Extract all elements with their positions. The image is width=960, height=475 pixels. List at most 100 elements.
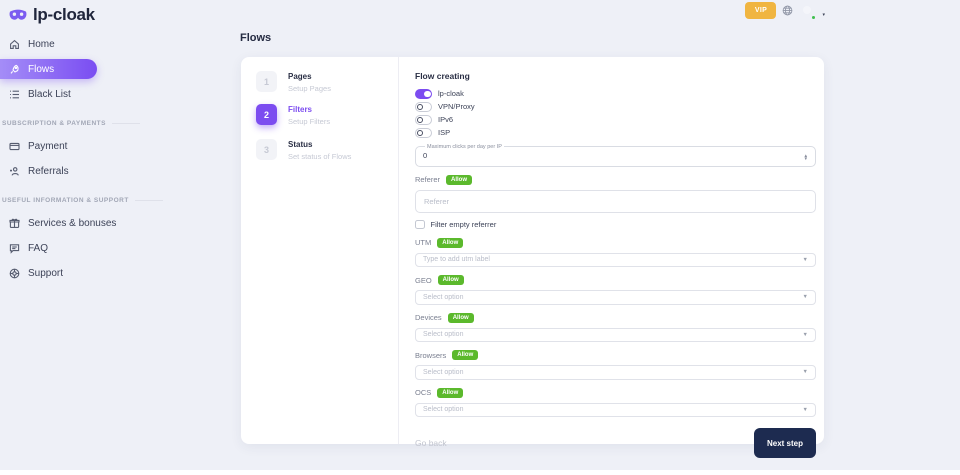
step-number: 1 <box>256 71 277 92</box>
page-title: Flows <box>240 32 272 44</box>
max-clicks-field[interactable]: Maximum clicks per day per IP ▲▼ <box>415 143 816 167</box>
vip-button[interactable]: VIP <box>745 2 777 19</box>
sidebar-nav: Home Flows Black List SUBSCRIPTION & PAY… <box>0 34 232 288</box>
sidebar-item-label: Home <box>28 38 55 50</box>
list-icon <box>8 88 20 100</box>
ocs-select[interactable]: Select option ▼ <box>415 402 816 417</box>
devices-label: Devices <box>415 313 442 322</box>
header-controls: VIP ▾ <box>745 2 825 20</box>
toggle-lp-cloak[interactable]: lp-cloak <box>415 89 816 99</box>
bottom-strip <box>0 470 960 475</box>
step-number: 3 <box>256 139 277 160</box>
sidebar-item-black-list[interactable]: Black List <box>0 84 232 104</box>
step-title: Status <box>288 140 313 149</box>
step-status[interactable]: 3 Status Set status of Flows <box>256 139 351 161</box>
chevron-down-icon: ▾ <box>822 12 825 18</box>
sidebar-item-services-bonuses[interactable]: Services & bonuses <box>0 213 232 233</box>
sidebar-item-faq[interactable]: FAQ <box>0 238 232 258</box>
sidebar-item-payment[interactable]: Payment <box>0 136 232 156</box>
sidebar-item-label: Support <box>28 267 64 279</box>
step-title: Filters <box>288 105 313 114</box>
referer-allow-badge[interactable]: Allow <box>446 174 473 185</box>
toggle-isp[interactable]: ISP <box>415 128 816 138</box>
sidebar: lp-cloak Home Flows Black List <box>0 0 232 470</box>
select-placeholder: Select option <box>423 368 464 376</box>
sidebar-item-support[interactable]: Support <box>0 263 232 283</box>
devices-label-row: Devices Allow <box>415 312 816 323</box>
number-spinner-icon[interactable]: ▲ ▼ <box>803 152 808 161</box>
ocs-label: OCS <box>415 388 432 397</box>
select-placeholder: Select option <box>423 331 464 339</box>
globe-icon[interactable] <box>782 5 793 16</box>
ocs-allow-badge[interactable]: Allow <box>437 387 464 398</box>
browsers-label: Browsers <box>415 350 447 360</box>
lifebuoy-icon <box>8 267 20 279</box>
step-subtitle: Setup Filters <box>288 117 331 126</box>
toggle-label: VPN/Proxy <box>438 102 475 112</box>
chevron-down-icon: ▼ <box>802 406 808 413</box>
step-title: Pages <box>288 72 312 81</box>
sidebar-item-label: Referrals <box>28 165 69 177</box>
sidebar-section-label: SUBSCRIPTION & PAYMENTS <box>0 120 232 127</box>
mask-logo-icon <box>8 9 28 22</box>
geo-label: GEO <box>415 275 432 285</box>
toggle-label: lp-cloak <box>438 89 464 99</box>
chevron-down-icon: ▼ <box>802 256 808 263</box>
sidebar-item-home[interactable]: Home <box>0 34 232 54</box>
chevron-down-icon: ▼ <box>802 369 808 376</box>
referer-input[interactable] <box>415 189 816 213</box>
stepper: 1 Pages Setup Pages 2 Filters Setup Filt… <box>241 57 399 444</box>
utm-label: UTM <box>415 238 432 247</box>
toggle-ipv6[interactable]: IPv6 <box>415 115 816 125</box>
browsers-select[interactable]: Select option ▼ <box>415 365 816 380</box>
toggle-switch-off <box>415 128 432 138</box>
geo-label-row: GEO Allow <box>415 275 816 285</box>
go-back-link[interactable]: Go back <box>415 438 447 448</box>
geo-allow-badge[interactable]: Allow <box>437 275 464 285</box>
chat-icon <box>8 242 20 254</box>
rocket-icon <box>8 63 20 75</box>
browsers-label-row: Browsers Allow <box>415 350 816 360</box>
step-pages[interactable]: 1 Pages Setup Pages <box>256 71 331 93</box>
referer-label-row: Referer Allow <box>415 174 816 185</box>
browsers-allow-badge[interactable]: Allow <box>452 350 479 360</box>
toggle-label: ISP <box>438 128 451 138</box>
form-footer: Go back Next step <box>415 428 816 458</box>
utm-label-row: UTM Allow <box>415 237 816 248</box>
sidebar-item-flows[interactable]: Flows <box>0 59 97 79</box>
filter-empty-referrer-checkbox[interactable] <box>415 219 425 230</box>
max-clicks-input[interactable] <box>423 151 783 160</box>
referer-label: Referer <box>415 175 441 184</box>
toggle-vpn-proxy[interactable]: VPN/Proxy <box>415 102 816 112</box>
gift-icon <box>8 217 20 229</box>
sidebar-item-referrals[interactable]: Referrals <box>0 161 232 181</box>
credit-card-icon <box>8 140 20 152</box>
ocs-label-row: OCS Allow <box>415 387 816 398</box>
flow-card: 1 Pages Setup Pages 2 Filters Setup Filt… <box>241 57 824 458</box>
step-filters[interactable]: 2 Filters Setup Filters <box>256 104 330 126</box>
geo-select[interactable]: Select option ▼ <box>415 290 816 305</box>
user-avatar[interactable] <box>799 3 817 20</box>
sidebar-item-label: FAQ <box>28 242 49 254</box>
toggle-switch-off <box>415 115 432 125</box>
devices-allow-badge[interactable]: Allow <box>447 312 474 323</box>
sidebar-section-label: USEFUL INFORMATION & SUPPORT <box>0 197 232 204</box>
utm-select[interactable]: Type to add utm label ▼ <box>415 252 816 267</box>
sidebar-item-label: Services & bonuses <box>28 217 117 229</box>
logo-text: lp-cloak <box>33 5 95 24</box>
devices-select[interactable]: Select option ▼ <box>415 327 816 342</box>
home-icon <box>8 38 20 50</box>
filter-empty-referrer-row[interactable]: Filter empty referrer <box>415 219 816 230</box>
logo[interactable]: lp-cloak <box>8 5 95 25</box>
utm-allow-badge[interactable]: Allow <box>437 237 464 248</box>
filter-empty-referrer-label: Filter empty referrer <box>430 220 497 229</box>
step-number: 2 <box>256 104 277 125</box>
chevron-down-icon: ▼ <box>802 294 808 301</box>
step-subtitle: Setup Pages <box>288 84 331 93</box>
person-add-icon <box>8 165 20 177</box>
step-subtitle: Set status of Flows <box>288 152 352 161</box>
select-placeholder: Select option <box>423 406 464 414</box>
toggle-switch-on <box>415 89 432 99</box>
next-step-button[interactable]: Next step <box>754 428 816 458</box>
